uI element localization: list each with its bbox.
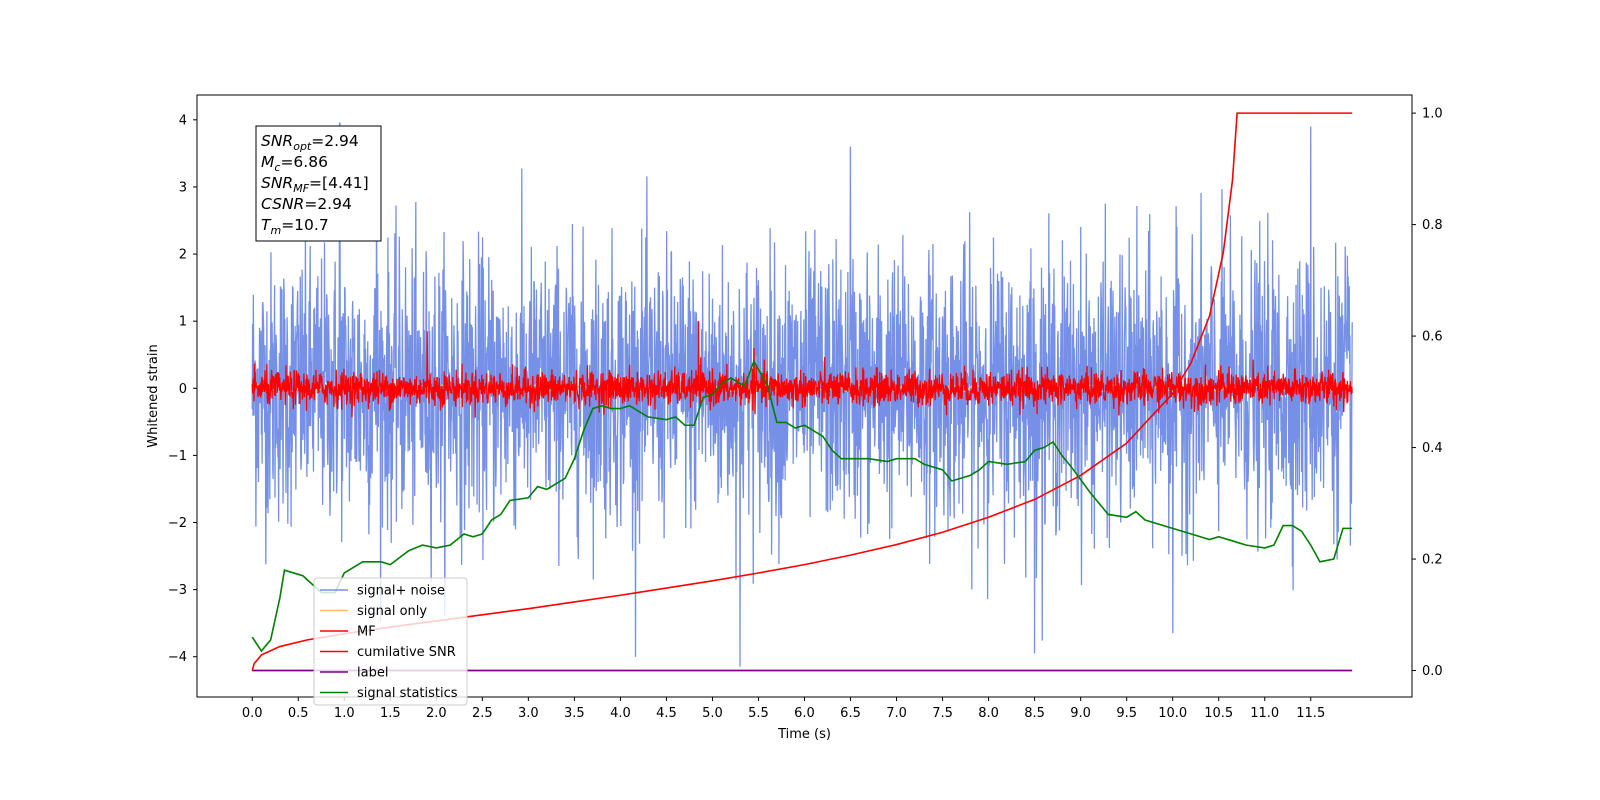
x-tick-label: 1.0 — [334, 706, 355, 721]
annotation-line: Mc=6.86 — [261, 153, 328, 174]
y-axis: −4 −3 −2 −1 0 1 2 3 4 — [168, 113, 197, 665]
annotation-line: SNRMF=[4.41] — [261, 174, 369, 195]
x-tick-label: 2.0 — [426, 706, 447, 721]
annotation-frame — [255, 125, 382, 242]
x-tick-label: 7.5 — [932, 706, 953, 721]
legend-frame — [313, 577, 468, 706]
x-tick-label: 11.5 — [1296, 706, 1325, 721]
x-axis-label: Time (s) — [777, 727, 831, 742]
x-tick-label: 5.5 — [748, 706, 769, 721]
y-tick-label: 0 — [179, 382, 187, 397]
series-line-signal-noise — [251, 122, 1353, 667]
x-tick-label: 4.0 — [610, 706, 631, 721]
legend-entry: signal statistics — [357, 686, 458, 701]
y-tick-label: 3 — [179, 180, 187, 195]
y2-axis: 0.0 0.2 0.4 0.6 0.8 1.0 — [1412, 107, 1443, 679]
y-tick-label: −4 — [168, 650, 187, 665]
y-tick-label: 4 — [179, 113, 187, 128]
y-tick-label: 2 — [179, 248, 187, 263]
x-tick-label: 7.0 — [886, 706, 907, 721]
annotation-line: Tm=10.7 — [261, 216, 329, 237]
y2-tick-label: 0.8 — [1422, 218, 1443, 233]
y2-tick-label: 0.6 — [1422, 330, 1443, 345]
y-tick-label: 1 — [179, 315, 187, 330]
x-tick-label: 3.0 — [518, 706, 539, 721]
legend-entry: MF — [357, 625, 376, 640]
y2-tick-label: 0.0 — [1422, 664, 1443, 679]
legend-entry: signal+ noise — [357, 584, 445, 599]
x-tick-label: 10.5 — [1204, 706, 1233, 721]
y2-tick-label: 0.4 — [1422, 441, 1443, 456]
x-tick-label: 11.0 — [1250, 706, 1279, 721]
legend-entry: cumilative SNR — [357, 645, 456, 660]
x-axis: 0.0 0.5 1.0 1.5 2.0 2.5 3.0 3.5 4.0 4.5 5.0 5.5 6.0 6… — [242, 697, 1325, 721]
series-line-mf — [251, 321, 1353, 418]
y-tick-label: −1 — [168, 449, 187, 464]
legend-entry: signal only — [357, 604, 427, 619]
y-axis-label: Whitened strain — [146, 344, 161, 447]
annotation-line: SNRopt=2.94 — [261, 132, 359, 153]
x-tick-label: 10.0 — [1158, 706, 1187, 721]
x-tick-label: 0.0 — [242, 706, 263, 721]
series-line-signal-statistics — [251, 359, 1353, 653]
annotation-line: CSNR=2.94 — [261, 195, 352, 213]
y-tick-label: −3 — [168, 583, 187, 598]
x-tick-label: 4.5 — [656, 706, 677, 721]
x-tick-label: 9.0 — [1070, 706, 1091, 721]
x-tick-label: 5.0 — [702, 706, 723, 721]
x-tick-label: 6.0 — [794, 706, 815, 721]
x-tick-label: 9.5 — [1116, 706, 1137, 721]
legend-entry: label — [357, 666, 388, 681]
x-tick-label: 1.5 — [380, 706, 401, 721]
x-tick-label: 8.0 — [978, 706, 999, 721]
x-tick-label: 8.5 — [1024, 706, 1045, 721]
y2-tick-label: 0.2 — [1422, 553, 1443, 568]
x-tick-label: 6.5 — [840, 706, 861, 721]
x-tick-label: 3.5 — [564, 706, 585, 721]
y2-tick-label: 1.0 — [1422, 107, 1443, 122]
x-tick-label: 0.5 — [288, 706, 309, 721]
legend: signal+ noise signal only MF cumilative SNR… — [313, 577, 468, 706]
x-tick-label: 2.5 — [472, 706, 493, 721]
y-tick-label: −2 — [168, 516, 187, 531]
